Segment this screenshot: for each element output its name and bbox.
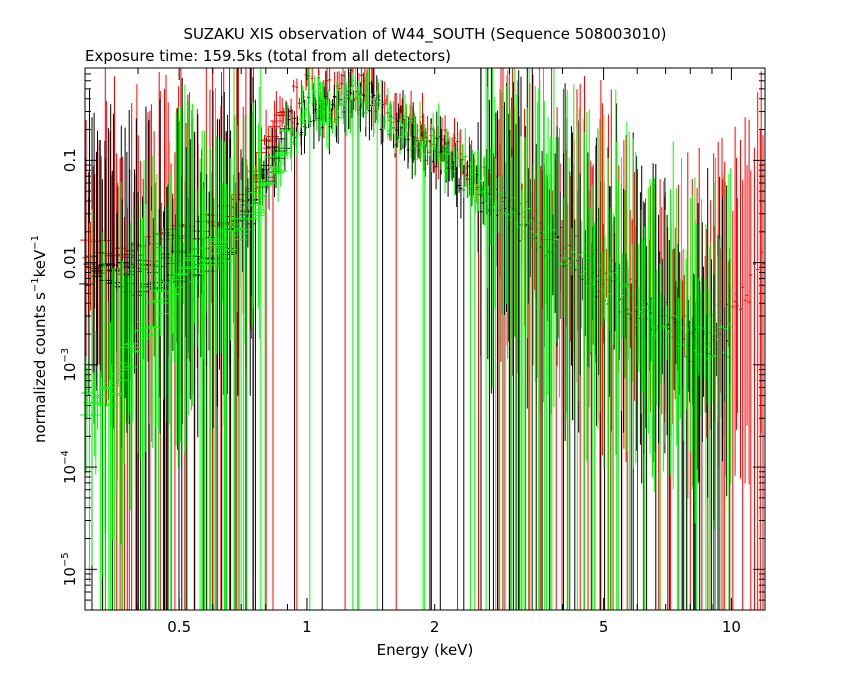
- x-tick-label: 10: [722, 618, 741, 636]
- chart-subtitle: Exposure time: 159.5ks (total from all d…: [85, 47, 451, 65]
- y-tick-label-exp: −5: [60, 552, 71, 567]
- x-tick-labels: 0.5 1 2 5 10: [167, 618, 741, 636]
- series-2: [80, 68, 733, 610]
- y-axis-label-exp2: −1: [30, 235, 41, 250]
- x-tick-label: 1: [302, 618, 312, 636]
- y-tick-label: 10−5: [60, 552, 79, 586]
- y-tick-label: 0.01: [61, 246, 79, 279]
- chart-title: SUZAKU XIS observation of W44_SOUTH (Seq…: [184, 25, 667, 44]
- plot-frame: [84, 67, 766, 611]
- y-tick-label-base: 10: [61, 567, 79, 586]
- y-tick-label: 10−4: [60, 450, 79, 484]
- axis-ticks: [84, 67, 765, 611]
- plot-data: [79, 68, 765, 610]
- y-axis-label-unit: keV: [31, 249, 49, 277]
- y-tick-label: 10−3: [60, 348, 79, 382]
- y-tick-label-exp: −3: [60, 348, 71, 363]
- x-tick-label: 5: [599, 618, 609, 636]
- y-tick-label-base: 10: [61, 363, 79, 382]
- y-axis-label-main: normalized counts s: [31, 292, 49, 443]
- y-axis-label-exp1: −1: [30, 277, 41, 292]
- y-tick-label-exp: −4: [60, 450, 71, 465]
- x-tick-label: 2: [430, 618, 440, 636]
- y-tick-label: 0.1: [61, 148, 79, 172]
- y-axis-label: normalized counts s−1keV−1: [30, 235, 49, 443]
- x-axis-label: Energy (keV): [377, 641, 474, 659]
- y-tick-label-base: 10: [61, 465, 79, 484]
- x-tick-label: 0.5: [167, 618, 191, 636]
